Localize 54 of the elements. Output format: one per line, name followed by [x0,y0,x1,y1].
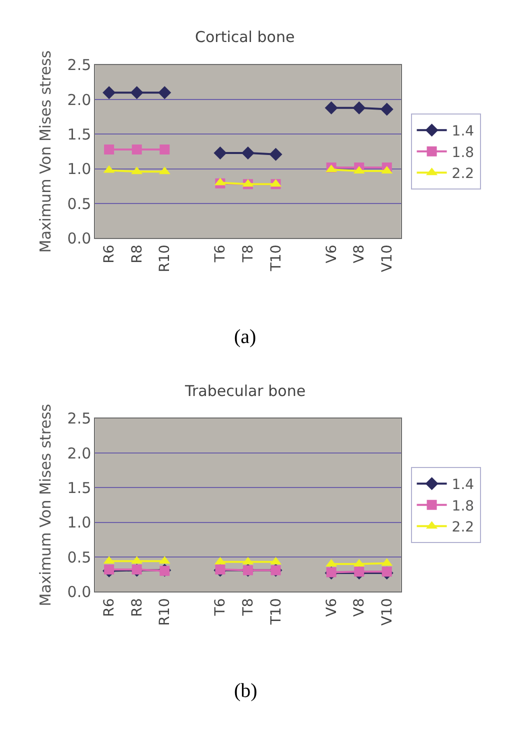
legend-label: 1.4 [452,477,474,494]
x-tick-label: T10 [268,244,284,272]
x-tick-label: R6 [102,598,118,617]
point [352,101,366,114]
y-axis-title: Maximum Von Mises stress [36,50,55,253]
x-tick-label: R6 [102,244,118,264]
x-tick-label: V8 [352,598,368,617]
y-tick-label: 2.0 [67,90,92,109]
y-tick-label: 0.5 [67,194,92,213]
x-tick-label: V10 [379,244,396,272]
x-tick-label: R10 [157,244,174,272]
text: (a) [234,326,256,348]
y-tick-label: 0.5 [67,548,92,566]
point [241,146,254,160]
x-tick-label: R8 [129,244,146,264]
point [102,86,116,100]
x-tick-label: R10 [157,598,174,626]
legend-label: 1.4 [452,124,474,140]
x-tick-label: V6 [324,598,340,617]
y-tick-label: 2.5 [67,410,92,428]
point [214,146,227,160]
y-tick-label: 0.0 [67,229,92,248]
x-tick-label: V6 [324,244,340,264]
x-tick-label: T6 [212,598,229,617]
y-tick-label: 0.0 [67,582,92,601]
point [130,86,144,100]
y-tick-label: 1.0 [67,514,92,532]
point [269,148,282,161]
text: (b) [234,680,258,702]
x-tick-label: T10 [268,598,284,626]
point [132,144,142,154]
point [380,102,394,116]
y-tick-label: 2.0 [67,444,92,462]
point [160,144,170,154]
legend-label: 1.8 [452,498,474,514]
legend-label: 2.2 [452,520,474,536]
x-tick-label: R8 [129,598,146,617]
y-tick-label: 2.5 [67,56,92,74]
legend-label: 2.2 [452,166,474,182]
x-tick-label: T8 [240,244,257,264]
x-tick-label: T8 [240,598,257,617]
point [324,101,338,114]
chart-title: Cortical bone [195,28,295,46]
x-tick-label: V8 [352,244,368,264]
point [104,144,114,154]
y-axis-title: Maximum Von Mises stress [36,404,55,606]
x-tick-label: V10 [379,598,396,626]
y-tick-label: 1.0 [67,160,92,178]
point [158,86,172,100]
y-tick-label: 1.5 [67,125,92,144]
chart-title: Trabecular bone [184,382,306,400]
x-tick-label: T6 [212,244,229,264]
y-tick-label: 1.5 [67,478,92,497]
legend-label: 1.8 [452,144,474,161]
